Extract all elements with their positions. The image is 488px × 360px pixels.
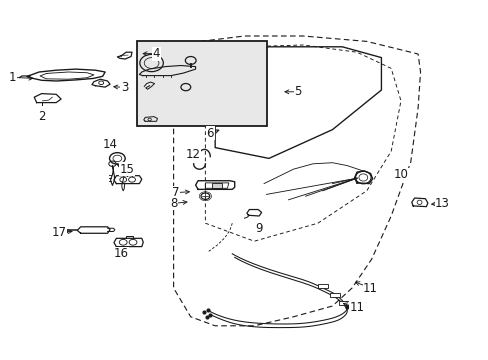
Text: 13: 13 (434, 197, 449, 210)
Text: 7: 7 (172, 186, 180, 199)
Text: 14: 14 (102, 138, 117, 150)
Text: 1: 1 (8, 71, 16, 84)
Text: 17: 17 (51, 226, 66, 239)
Text: 16: 16 (114, 247, 128, 260)
Text: 15: 15 (120, 163, 134, 176)
Bar (211, 183, 222, 188)
Text: 9: 9 (255, 222, 263, 235)
Text: 6: 6 (206, 127, 214, 140)
Text: 8: 8 (169, 197, 177, 210)
Text: 4: 4 (152, 47, 160, 60)
Text: 3: 3 (121, 81, 128, 94)
Text: 12: 12 (185, 148, 200, 161)
Bar (329, 293, 339, 297)
Text: 11: 11 (363, 282, 377, 294)
Bar (137, 41, 266, 126)
Bar (338, 301, 348, 305)
Bar (317, 284, 327, 288)
Text: 5: 5 (294, 85, 302, 98)
Text: 11: 11 (349, 301, 364, 314)
Text: 2: 2 (38, 111, 45, 123)
Text: 10: 10 (393, 168, 407, 181)
